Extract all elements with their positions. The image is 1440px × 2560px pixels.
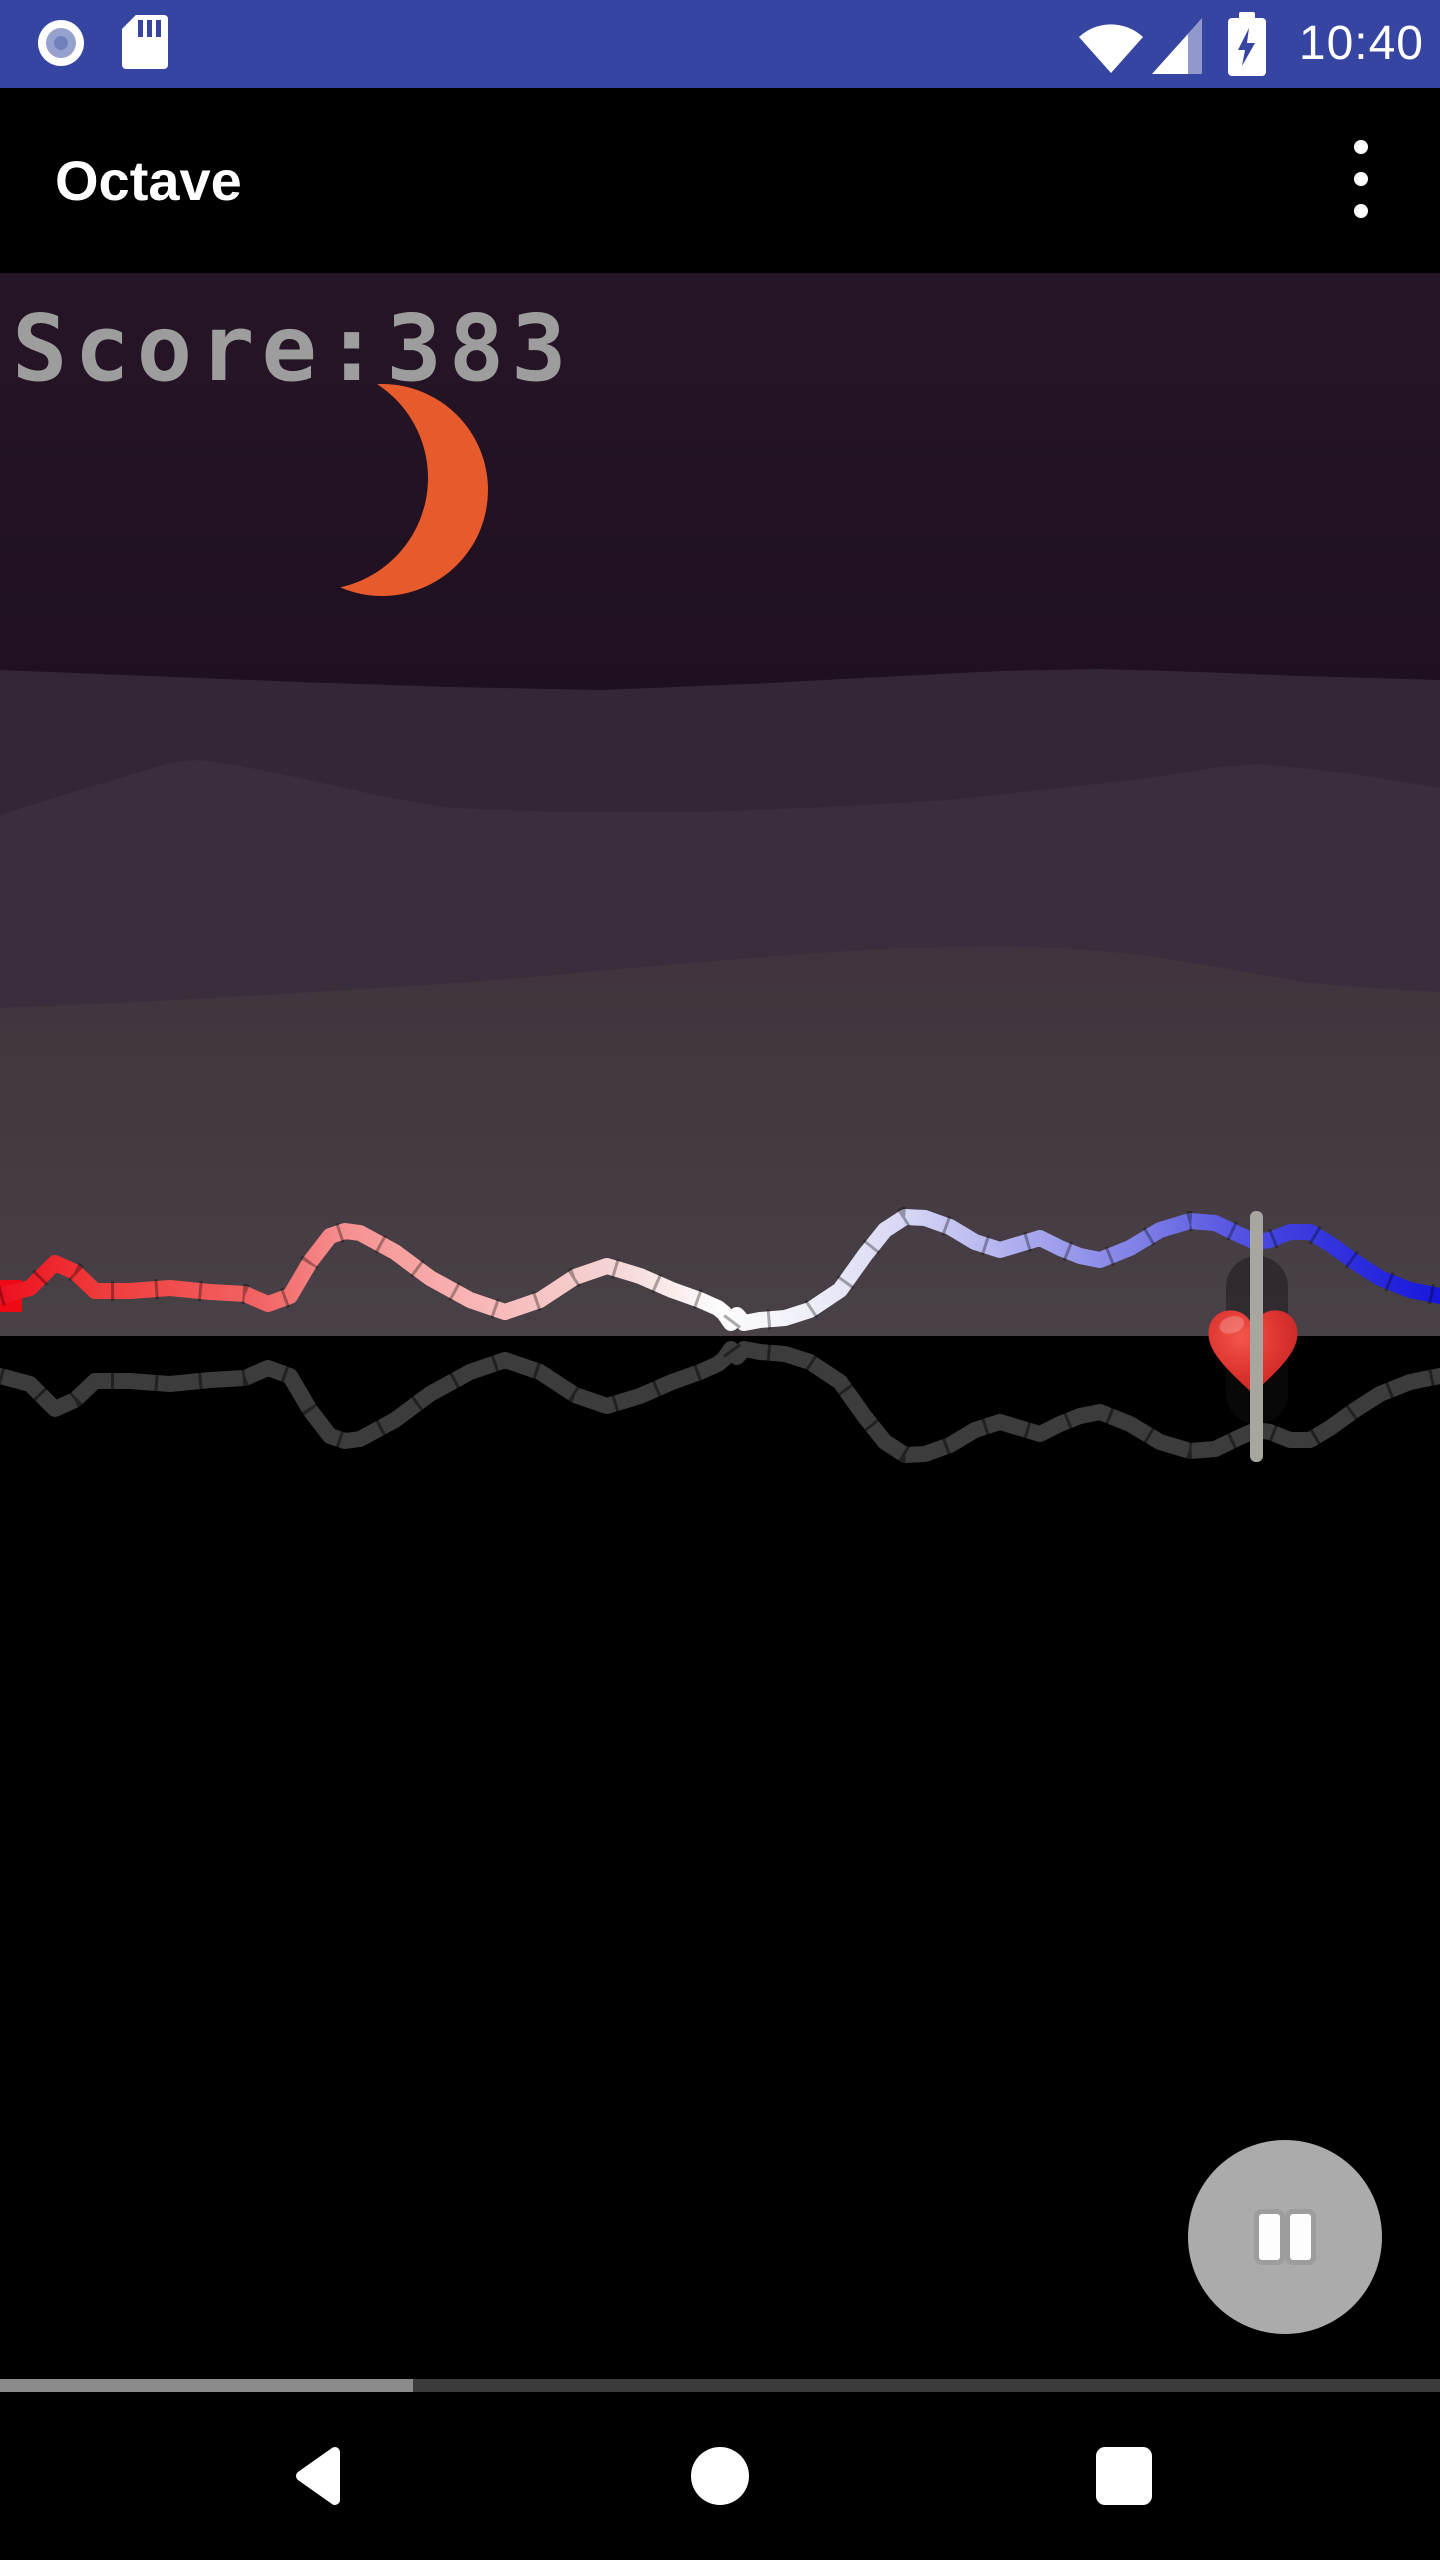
song-progress-bar[interactable] (0, 2379, 1440, 2392)
score-label: Score:383 (12, 295, 574, 402)
camera-lens-icon (38, 20, 84, 66)
back-button[interactable] (238, 2392, 398, 2560)
back-icon (296, 2447, 340, 2505)
pause-icon (1259, 2214, 1280, 2260)
cell-signal-icon (1152, 18, 1202, 74)
sd-card-icon (122, 15, 168, 69)
page-title: Octave (55, 149, 242, 212)
game-background (0, 273, 1440, 1336)
song-progress-played (0, 2379, 414, 2392)
app-bar: Octave (0, 88, 1440, 273)
pause-button[interactable] (1188, 2140, 1382, 2334)
wifi-icon (1079, 24, 1143, 73)
status-bar: 10:40 (0, 0, 1440, 88)
crescent-moon-icon (0, 273, 1440, 1336)
recents-button[interactable] (1044, 2392, 1204, 2560)
battery-charging-icon (1228, 12, 1266, 76)
android-nav-bar (0, 2392, 1440, 2560)
clock: 10:40 (1298, 17, 1424, 70)
overflow-menu-icon[interactable] (1336, 136, 1384, 228)
home-icon (691, 2447, 749, 2505)
waveform-reflection (0, 1339, 1440, 1465)
home-button[interactable] (640, 2392, 800, 2560)
recents-icon (1096, 2447, 1152, 2505)
